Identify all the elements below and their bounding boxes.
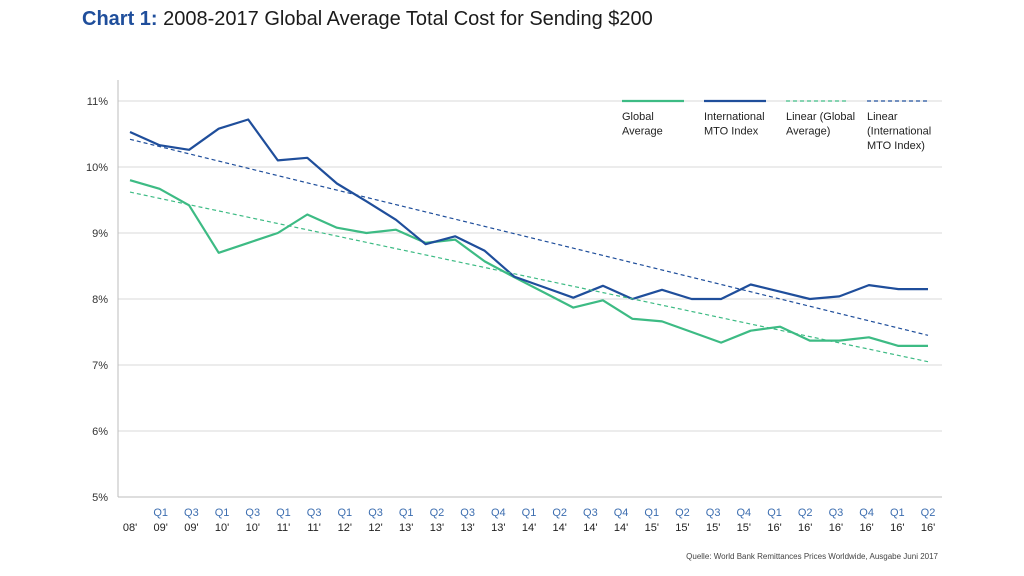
x-tick-quarter-label: Q4 <box>614 507 629 519</box>
x-tick-quarter-label: Q1 <box>215 507 230 519</box>
x-tick-year-label: 16' <box>829 522 843 534</box>
x-tick-quarter-label: Q2 <box>798 507 813 519</box>
y-tick-label: 8% <box>92 294 108 306</box>
x-tick-quarter-label: Q2 <box>430 507 445 519</box>
x-tick-quarter-label: Q3 <box>829 507 844 519</box>
source-note: Quelle: World Bank Remittances Prices Wo… <box>686 552 938 561</box>
y-tick-label: 11% <box>87 96 108 108</box>
x-tick-year-label: 15' <box>737 522 751 534</box>
legend-label: MTO Index) <box>867 140 925 152</box>
x-tick-year-label: 11' <box>277 522 291 534</box>
x-tick-quarter-label: Q3 <box>245 507 260 519</box>
x-tick-quarter-label: Q2 <box>921 507 936 519</box>
series-line-international-mto-index <box>129 118 928 301</box>
x-tick-year-label: 16' <box>890 522 904 534</box>
title-text: 2008-2017 Global Average Total Cost for … <box>163 8 653 30</box>
x-tick-year-label: 14' <box>614 522 628 534</box>
x-tick-quarter-label: Q1 <box>399 507 414 519</box>
x-tick-year-label: 15' <box>675 522 689 534</box>
legend-label: Average <box>622 126 663 138</box>
x-tick-quarter-label: Q1 <box>767 507 782 519</box>
y-tick-label: 5% <box>92 492 108 504</box>
x-tick-year-label: 13' <box>430 522 444 534</box>
x-tick-year-label: 12' <box>338 522 352 534</box>
legend-label: International <box>704 111 765 123</box>
x-tick-quarter-label: Q1 <box>522 507 537 519</box>
x-tick-year-label: 10' <box>215 522 229 534</box>
x-tick-quarter-label: Q3 <box>307 507 322 519</box>
x-tick-year-label: 08' <box>123 522 137 534</box>
legend-label: (International <box>867 126 931 138</box>
series-line-linear-global-average- <box>129 191 929 363</box>
x-tick-year-label: 10' <box>246 522 260 534</box>
page-title: Chart 1: 2008-2017 Global Average Total … <box>82 8 653 31</box>
y-tick-label: 6% <box>92 426 108 438</box>
x-tick-quarter-label: Q2 <box>675 507 690 519</box>
x-tick-quarter-label: Q1 <box>276 507 291 519</box>
x-tick-quarter-label: Q3 <box>460 507 475 519</box>
x-tick-quarter-label: Q1 <box>153 507 168 519</box>
x-tick-quarter-label: Q4 <box>491 507 506 519</box>
legend-label: Global <box>622 111 654 123</box>
x-tick-year-label: 13' <box>491 522 505 534</box>
x-tick-year-label: 14' <box>522 522 536 534</box>
x-tick-quarter-label: Q4 <box>737 507 752 519</box>
legend-label: Average) <box>786 126 830 138</box>
x-tick-year-label: 16' <box>767 522 781 534</box>
x-tick-quarter-label: Q3 <box>368 507 383 519</box>
x-tick-quarter-label: Q3 <box>706 507 721 519</box>
x-tick-quarter-label: Q1 <box>890 507 905 519</box>
legend-label: MTO Index <box>704 126 759 138</box>
x-tick-year-label: 15' <box>706 522 720 534</box>
x-tick-year-label: 16' <box>859 522 873 534</box>
y-tick-label: 10% <box>86 162 108 174</box>
x-tick-year-label: 14' <box>583 522 597 534</box>
x-tick-year-label: 09' <box>184 522 198 534</box>
x-tick-quarter-label: Q2 <box>552 507 567 519</box>
legend-label: Linear (Global <box>786 111 855 123</box>
x-tick-year-label: 12' <box>368 522 382 534</box>
x-tick-year-label: 14' <box>553 522 567 534</box>
series-line-linear-international-mto-index- <box>129 138 929 336</box>
x-tick-year-label: 16' <box>798 522 812 534</box>
x-tick-quarter-label: Q1 <box>338 507 353 519</box>
series-line-global-average <box>129 179 928 347</box>
x-tick-quarter-label: Q1 <box>644 507 659 519</box>
x-tick-year-label: 13' <box>399 522 413 534</box>
x-tick-quarter-label: Q3 <box>583 507 598 519</box>
x-tick-quarter-label: Q4 <box>859 507 874 519</box>
legend-label: Linear <box>867 111 898 123</box>
x-tick-year-label: 16' <box>921 522 935 534</box>
x-tick-year-label: 15' <box>645 522 659 534</box>
x-tick-year-label: 09' <box>154 522 168 534</box>
x-tick-quarter-label: Q3 <box>184 507 199 519</box>
x-tick-year-label: 13' <box>460 522 474 534</box>
x-tick-year-label: 11' <box>307 522 321 534</box>
y-tick-label: 7% <box>92 360 108 372</box>
y-tick-label: 9% <box>92 228 108 240</box>
title-prefix: Chart 1: <box>82 8 158 30</box>
